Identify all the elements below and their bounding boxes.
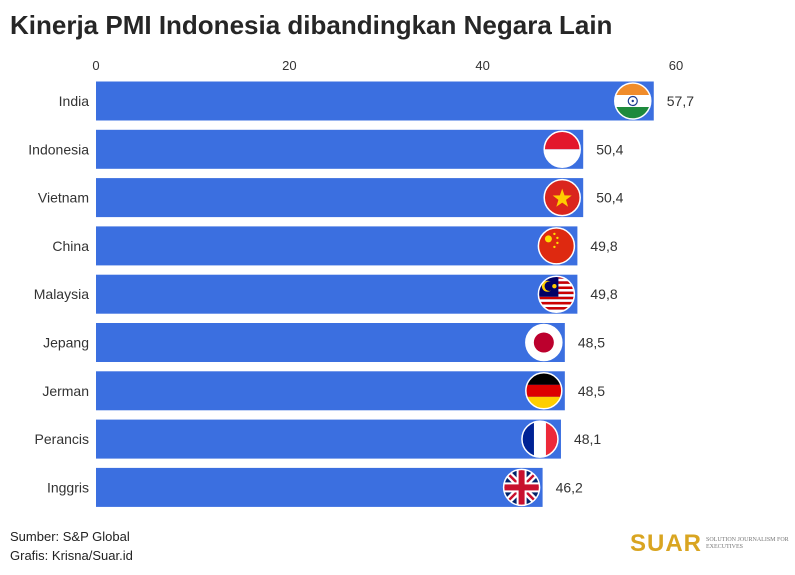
bar-row: China 49,8: [52, 226, 618, 266]
logo-tagline: Solution Journalism for Executives: [706, 537, 789, 550]
indonesia-flag-icon: [543, 130, 581, 169]
x-tick-label: 40: [475, 58, 489, 73]
x-tick-label: 20: [282, 58, 296, 73]
category-label: Inggris: [47, 479, 89, 495]
x-tick-label: 0: [92, 58, 99, 73]
bar: [96, 226, 578, 266]
category-label: Jepang: [43, 335, 89, 351]
value-label: 49,8: [590, 286, 617, 302]
bar: [96, 178, 584, 218]
category-label: China: [52, 238, 89, 254]
bar-row: India 57,7: [59, 81, 694, 121]
category-label: Indonesia: [28, 141, 89, 157]
germany-flag-icon: [525, 372, 563, 410]
bar: [96, 323, 565, 362]
value-label: 49,8: [590, 238, 617, 254]
value-label: 50,4: [596, 141, 623, 157]
value-label: 48,5: [578, 335, 605, 351]
bar: [96, 467, 543, 507]
bar: [96, 419, 561, 459]
vietnam-flag-icon: [543, 178, 581, 217]
credit-text: Grafis: Krisna/Suar.id: [10, 548, 133, 563]
category-label: Vietnam: [38, 190, 89, 206]
logo-word: SUAR: [630, 530, 703, 557]
category-label: Jerman: [42, 383, 89, 399]
source-text: Sumber: S&P Global: [10, 529, 130, 544]
value-label: 50,4: [596, 190, 623, 206]
chart-title: Kinerja PMI Indonesia dibandingkan Negar…: [10, 10, 613, 40]
malaysia-flag-icon: [537, 275, 576, 313]
japan-flag-icon: [525, 323, 563, 362]
uk-flag-icon: [502, 468, 541, 507]
france-flag-icon: [521, 420, 559, 458]
bar: [96, 371, 565, 411]
bar: [96, 81, 654, 121]
value-label: 48,5: [578, 383, 605, 399]
bar-row: Malaysia 49,8: [34, 274, 618, 314]
value-label: 46,2: [556, 479, 583, 495]
bar-row: Indonesia 50,4: [28, 129, 624, 169]
value-label: 57,7: [667, 93, 694, 109]
bar: [96, 129, 584, 169]
category-label: Malaysia: [34, 286, 89, 302]
bar-row: Perancis 48,1: [35, 419, 601, 459]
bar-row: Vietnam 50,4: [38, 178, 624, 218]
value-label: 48,1: [574, 431, 601, 447]
category-label: Perancis: [35, 431, 89, 447]
china-flag-icon: [537, 227, 576, 265]
bar-row: Jerman 48,5: [42, 371, 605, 411]
bar: [96, 274, 578, 314]
category-label: India: [59, 93, 90, 109]
bar-row: Inggris 46,2: [47, 467, 583, 507]
suar-logo: SUAR Solution Journalism for Executives: [630, 530, 790, 558]
bar-row: Jepang 48,5: [43, 323, 605, 362]
x-tick-label: 60: [669, 58, 683, 73]
india-flag-icon: [614, 82, 652, 120]
